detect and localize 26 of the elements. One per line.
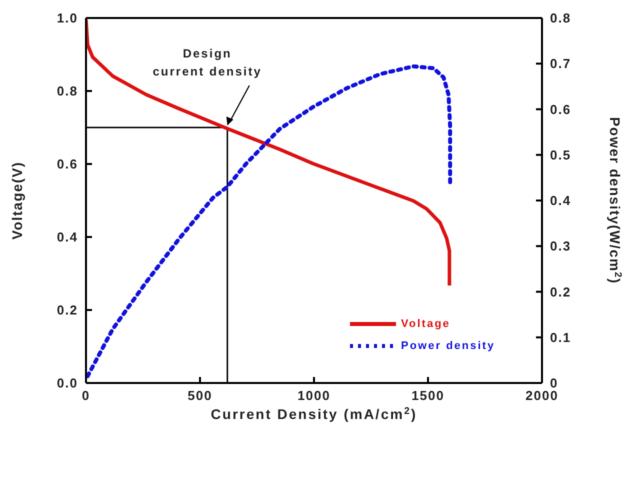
x-tick-label: 1500 — [412, 388, 444, 404]
y2-tick-label: 0.8 — [550, 10, 572, 26]
legend-label: Voltage — [401, 318, 450, 330]
x-tick-label: 0 — [82, 388, 90, 404]
y-tick-label: 0.8 — [56, 84, 78, 99]
x-tick-label: 1000 — [298, 388, 330, 404]
y2-tick-label: 0.6 — [550, 102, 572, 117]
y2-tick-label: 0 — [550, 376, 558, 391]
y-tick-label: 0.0 — [56, 376, 78, 391]
x-tick-label: 2000 — [526, 388, 558, 404]
y-tick-label: 0.2 — [56, 302, 78, 318]
y2-tick-label: 0.1 — [550, 330, 572, 345]
y-tick-label: 0.4 — [56, 230, 78, 245]
x-tick-label: 500 — [188, 388, 212, 404]
y2-tick-label: 0.7 — [550, 56, 572, 72]
legend-label: Power density — [401, 340, 496, 352]
annotation: Design current density — [152, 46, 262, 78]
y-axis-title: Voltage(V) — [9, 161, 25, 240]
y2-tick-label: 0.4 — [550, 193, 572, 208]
y-tick-label: 0.6 — [56, 156, 78, 172]
y2-tick-label: 0.2 — [550, 284, 572, 300]
y2-tick-label: 0.3 — [550, 238, 572, 254]
line-series — [86, 18, 452, 288]
x-axis-title: Current Density (mA/cm$^{2}$) — [210, 406, 418, 422]
y2-tick-label: 0.5 — [550, 147, 572, 162]
y-tick-label: 1.0 — [56, 10, 78, 26]
